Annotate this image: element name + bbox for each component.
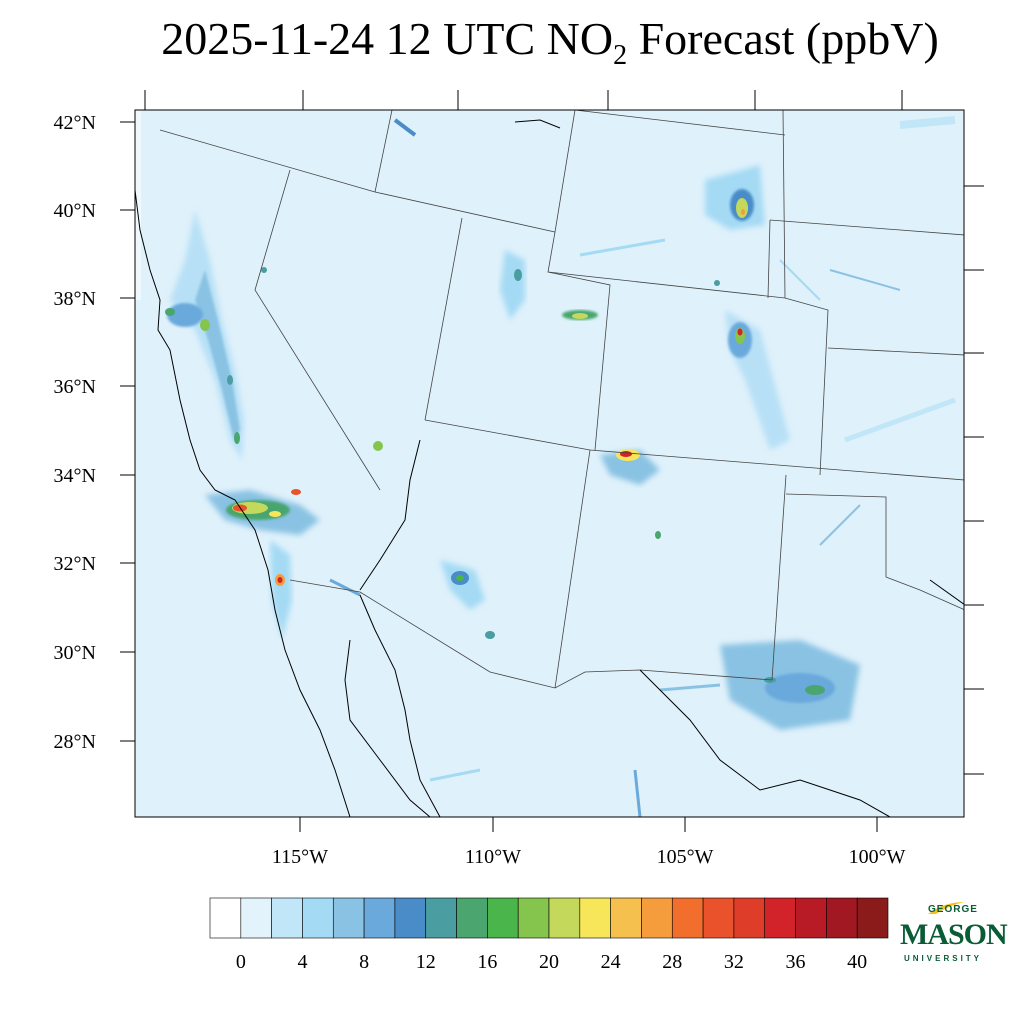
lon-label-115: 115°W [272, 846, 328, 868]
map-frame [134, 109, 965, 818]
axis-ticks [120, 90, 984, 832]
colorbar-swatch [456, 897, 488, 939]
colorbar-swatch [641, 897, 673, 939]
title-prefix: 2025-11-24 12 UTC NO [161, 13, 614, 64]
colorbar-tick-label: 12 [416, 951, 436, 973]
map-title: 2025-11-24 12 UTC NO2 Forecast (ppbV) [0, 12, 1024, 72]
colorbar-swatch [517, 897, 550, 939]
plume-central-valley [165, 210, 244, 460]
lon-label-105: 105°W [657, 846, 714, 868]
plume-permian [720, 640, 860, 730]
colorbar-swatch [240, 897, 272, 939]
lon-label-100: 100°W [849, 846, 906, 868]
coastlines [135, 119, 964, 817]
colorbar-tick-label: 24 [601, 951, 621, 973]
plume-san-diego [270, 540, 292, 640]
lat-label-28: 28°N [54, 731, 96, 753]
colorbar-swatch [610, 897, 642, 939]
lat-label-36: 36°N [54, 376, 96, 398]
colorbar-swatch [579, 897, 611, 939]
concentration-field [135, 110, 964, 817]
colorbar-tick-label: 0 [236, 951, 246, 973]
logo-line2: MASON [900, 918, 1008, 951]
lat-label-32: 32°N [54, 553, 96, 575]
gmu-logo: GEORGE MASON UNIVERSITY [898, 898, 1008, 970]
plume-salt-lake [500, 250, 525, 320]
title-subscript: 2 [613, 40, 628, 72]
plume-phoenix [440, 560, 495, 639]
logo-line3: UNIVERSITY [904, 954, 983, 963]
colorbar-swatch [363, 897, 396, 939]
colorbar: 0 4 8 12 16 20 24 28 32 36 40 [209, 897, 889, 973]
colorbar-tick-label: 4 [297, 951, 307, 973]
colorbar-swatch [425, 897, 457, 939]
plume-los-angeles [205, 489, 320, 535]
lat-label-40: 40°N [54, 200, 96, 222]
colorbar-swatch [795, 897, 827, 939]
lat-label-42: 42°N [54, 112, 96, 134]
title-suffix: Forecast (ppbV) [627, 13, 939, 64]
colorbar-swatch [394, 897, 427, 939]
colorbar-swatch [702, 897, 735, 939]
colorbar-tick-label: 40 [847, 951, 867, 973]
colorbar-swatch [487, 897, 519, 939]
colorbar-tick-label: 28 [662, 951, 682, 973]
colorbar-tick-label: 8 [359, 951, 369, 973]
colorbar-swatch [302, 897, 334, 939]
colorbar-tick-label: 20 [539, 951, 559, 973]
plume-denver [725, 310, 790, 450]
colorbar-swatch [826, 897, 858, 939]
colorbar-swatch [764, 897, 796, 939]
colorbar-tick-label: 16 [477, 951, 497, 973]
colorbar-swatch [271, 897, 303, 939]
lat-label-38: 38°N [54, 288, 96, 310]
colorbar-tick-label: 36 [786, 951, 806, 973]
colorbar-swatch [671, 897, 704, 939]
lat-label-34: 34°N [54, 465, 96, 487]
colorbar-swatch [332, 897, 365, 939]
latitude-labels: 42°N 40°N 38°N 36°N 34°N 32°N 30°N 28°N [54, 112, 96, 753]
logo-line1: GEORGE [928, 904, 978, 915]
plume-four-corners [600, 449, 660, 485]
colorbar-tick-label: 32 [724, 951, 744, 973]
plume-wyoming [705, 165, 765, 230]
colorbar-swatch [733, 897, 766, 939]
lon-label-110: 110°W [465, 846, 521, 868]
colorbar-swatch [548, 897, 581, 939]
lat-label-30: 30°N [54, 642, 96, 664]
logo-swoosh-icon [928, 902, 964, 914]
colorbar-swatch [209, 897, 242, 939]
colorbar-swatch [856, 897, 889, 939]
longitude-labels: 115°W 110°W 105°W 100°W [272, 846, 906, 868]
